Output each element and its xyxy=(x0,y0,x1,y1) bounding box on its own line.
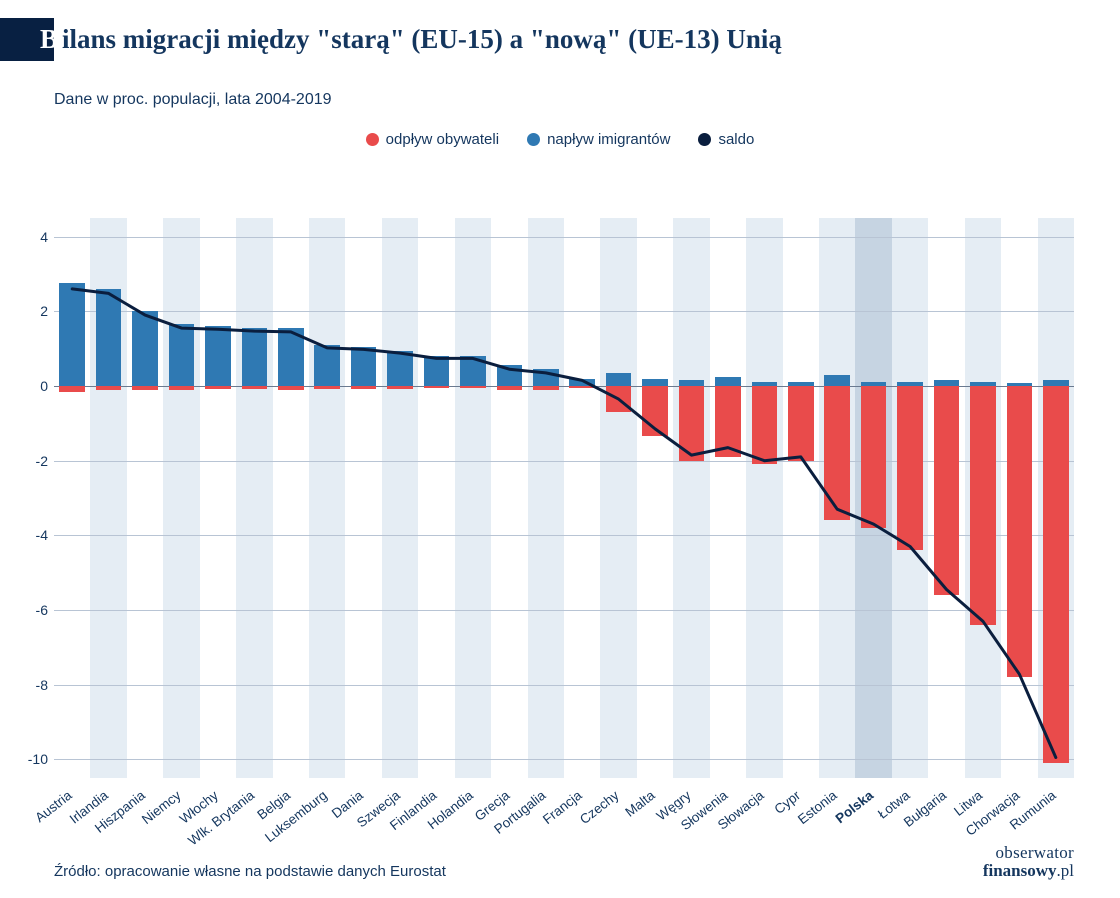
y-tick-label: -10 xyxy=(28,751,48,767)
plot-area xyxy=(54,218,1074,778)
title-rest: ilans migracji między "starą" (EU-15) a … xyxy=(62,24,782,54)
y-tick-label: -2 xyxy=(36,453,48,469)
y-tick-label: -8 xyxy=(36,677,48,693)
x-axis-labels: AustriaIrlandiaHiszpaniaNiemcyWłochyWlk.… xyxy=(54,782,1074,852)
x-tick-label: Estonia xyxy=(795,788,840,828)
source-text: Źródło: opracowanie własne na podstawie … xyxy=(54,863,446,880)
legend-dot-inflow xyxy=(527,133,540,146)
chart-legend: odpływ obywateli napływ imigrantów saldo xyxy=(0,131,1120,148)
legend-item-balance: saldo xyxy=(698,131,754,148)
y-axis: -10 -8 -6 -4 -2 0 2 4 xyxy=(18,218,54,778)
x-tick-label: Polska xyxy=(833,788,877,827)
x-tick-label: Malta xyxy=(622,788,657,820)
x-tick-label: Austria xyxy=(32,788,74,826)
legend-dot-balance xyxy=(698,133,711,146)
y-tick-label: -6 xyxy=(36,602,48,618)
title-first-letter: B xyxy=(40,24,62,54)
legend-label-balance: saldo xyxy=(718,131,754,148)
legend-dot-outflow xyxy=(366,133,379,146)
y-tick-label: 2 xyxy=(40,303,48,319)
x-tick-label: Niemcy xyxy=(139,788,184,828)
logo-bold: finansowy xyxy=(983,861,1057,880)
balance-line xyxy=(54,218,1074,778)
logo-line2: finansowy.pl xyxy=(983,862,1074,880)
legend-item-outflow: odpływ obywateli xyxy=(366,131,499,148)
logo-line1: obserwator xyxy=(983,844,1074,862)
x-tick-label: Czechy xyxy=(577,788,622,828)
legend-item-inflow: napływ imigrantów xyxy=(527,131,670,148)
chart-footer: Źródło: opracowanie własne na podstawie … xyxy=(54,844,1074,880)
y-tick-label: -4 xyxy=(36,527,48,543)
chart-title: Bilans migracji między "starą" (EU-15) a… xyxy=(40,18,782,61)
y-tick-label: 0 xyxy=(40,378,48,394)
title-bar: Bilans migracji między "starą" (EU-15) a… xyxy=(0,18,1120,61)
publisher-logo: obserwator finansowy.pl xyxy=(983,844,1074,880)
legend-label-outflow: odpływ obywateli xyxy=(386,131,499,148)
chart-subtitle: Dane w proc. populacji, lata 2004-2019 xyxy=(54,91,1120,109)
legend-label-inflow: napływ imigrantów xyxy=(547,131,670,148)
chart-area: -10-8-6-4-2024 xyxy=(54,218,1074,778)
y-tick-label: 4 xyxy=(40,229,48,245)
logo-rest: .pl xyxy=(1057,861,1074,880)
x-tick-label: Francja xyxy=(540,788,585,828)
